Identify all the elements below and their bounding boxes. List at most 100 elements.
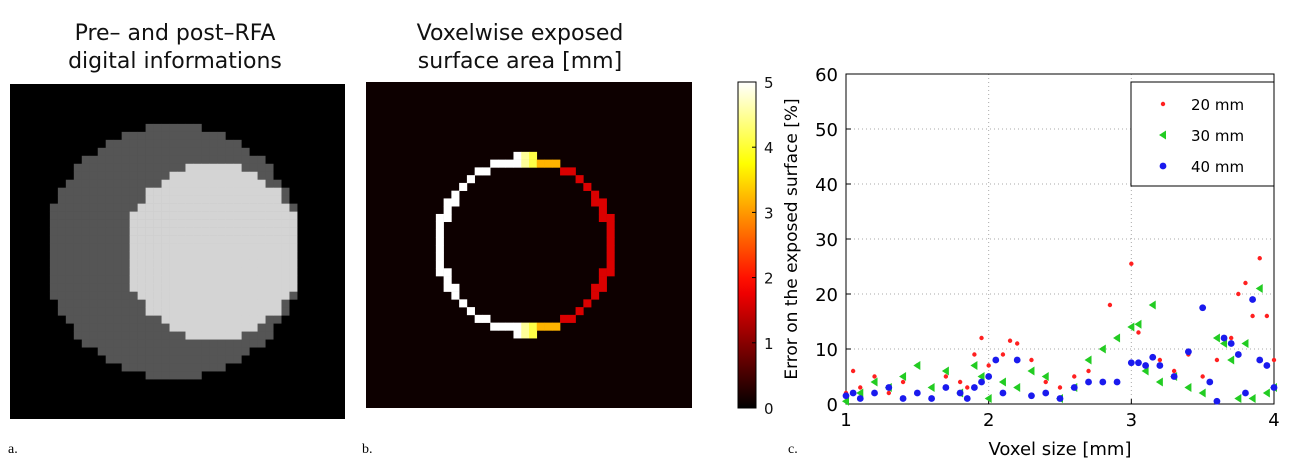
x-axis-label: Voxel size [mm] <box>988 439 1131 460</box>
data-point <box>913 361 921 370</box>
data-point <box>1185 348 1192 356</box>
data-point <box>1029 357 1034 363</box>
panel-a-image <box>10 84 345 419</box>
x-tick-label: 3 <box>1126 410 1137 431</box>
data-point <box>1171 368 1177 374</box>
data-point <box>971 384 978 391</box>
data-point <box>941 366 949 376</box>
data-point <box>872 374 877 379</box>
data-point <box>942 384 950 391</box>
data-point <box>1227 355 1235 365</box>
data-point <box>977 372 985 381</box>
data-point <box>1041 372 1049 381</box>
data-point <box>1198 388 1206 398</box>
exposed-surface-ring <box>435 151 615 339</box>
data-point <box>870 377 878 387</box>
series-1 <box>843 256 1277 396</box>
legend-label: 30 mm <box>1191 127 1244 145</box>
legend-marker <box>1160 101 1166 107</box>
data-point <box>1057 385 1063 390</box>
data-point <box>1072 374 1077 379</box>
data-point <box>871 389 878 397</box>
data-point <box>1113 333 1121 343</box>
data-point <box>1136 330 1141 335</box>
data-point <box>886 390 891 396</box>
colorbar-tick-label: 0 <box>764 400 774 416</box>
data-point <box>1156 362 1164 369</box>
data-point <box>1135 359 1142 367</box>
data-point <box>927 383 935 392</box>
y-axis-label: Error on the exposed surface [%] <box>782 98 802 379</box>
panel-b-image: 0 1 2 3 4 5 <box>366 76 774 416</box>
data-point <box>1142 362 1149 369</box>
data-point <box>1184 383 1192 392</box>
data-point <box>928 395 935 402</box>
data-point <box>1248 394 1256 403</box>
data-point <box>1199 304 1207 312</box>
data-point <box>858 385 863 390</box>
data-point <box>1084 355 1092 365</box>
data-point <box>1257 256 1262 261</box>
data-point <box>985 373 993 380</box>
data-point <box>1249 296 1256 303</box>
data-point <box>1149 353 1157 361</box>
y-tick-label: 10 <box>815 340 838 361</box>
data-point <box>1255 284 1263 293</box>
data-point <box>943 374 949 379</box>
data-point <box>978 378 985 386</box>
legend-label: 40 mm <box>1191 158 1244 176</box>
data-point <box>956 389 964 397</box>
data-point <box>1234 394 1242 403</box>
data-point <box>1134 319 1142 329</box>
data-point <box>1056 395 1064 402</box>
data-point <box>963 395 971 402</box>
data-point <box>842 392 850 400</box>
data-point <box>984 394 992 403</box>
panel-c-label: c. <box>788 442 798 457</box>
data-point <box>1113 378 1121 386</box>
panel-b-title: Voxelwise exposed surface area [mm] <box>416 21 624 74</box>
data-point <box>1263 362 1271 369</box>
data-point <box>1043 379 1048 385</box>
panel-a-title: Pre– and post–RFA digital informations <box>68 21 282 74</box>
data-point <box>913 389 921 397</box>
data-point <box>1200 374 1205 379</box>
data-point <box>1098 344 1106 354</box>
legend-marker <box>1159 130 1166 140</box>
x-tick-label: 2 <box>983 410 994 431</box>
data-point <box>1042 389 1050 397</box>
data-point <box>1148 300 1156 310</box>
data-point <box>999 389 1007 397</box>
data-point <box>979 335 984 341</box>
data-point <box>1027 366 1035 376</box>
data-point <box>1127 322 1135 332</box>
colorbar-tick-label: 3 <box>764 204 774 222</box>
data-point <box>885 384 893 391</box>
data-point <box>1236 291 1241 297</box>
data-point <box>899 372 907 381</box>
data-point <box>1007 338 1013 343</box>
y-tick-label: 60 <box>815 65 838 86</box>
legend-label: 20 mm <box>1191 96 1244 114</box>
y-tick-label: 0 <box>827 395 838 416</box>
data-point <box>1262 388 1270 398</box>
colorbar <box>737 81 757 409</box>
x-tick-label: 4 <box>1268 410 1279 431</box>
data-point <box>1213 397 1221 405</box>
data-point <box>1256 356 1264 364</box>
y-tick-label: 20 <box>815 285 838 306</box>
data-point <box>1015 341 1020 346</box>
data-point <box>1127 359 1135 367</box>
data-point <box>1214 357 1220 363</box>
data-point <box>1155 377 1163 387</box>
data-point <box>849 389 857 397</box>
pre-rfa-region <box>49 123 298 380</box>
data-point <box>1212 333 1220 343</box>
panel-a-label: a. <box>8 442 18 457</box>
data-point <box>1264 313 1270 319</box>
data-point <box>1070 384 1078 391</box>
data-point <box>900 379 906 385</box>
data-point <box>998 377 1006 387</box>
data-point <box>1013 356 1021 364</box>
data-point <box>1141 366 1149 376</box>
